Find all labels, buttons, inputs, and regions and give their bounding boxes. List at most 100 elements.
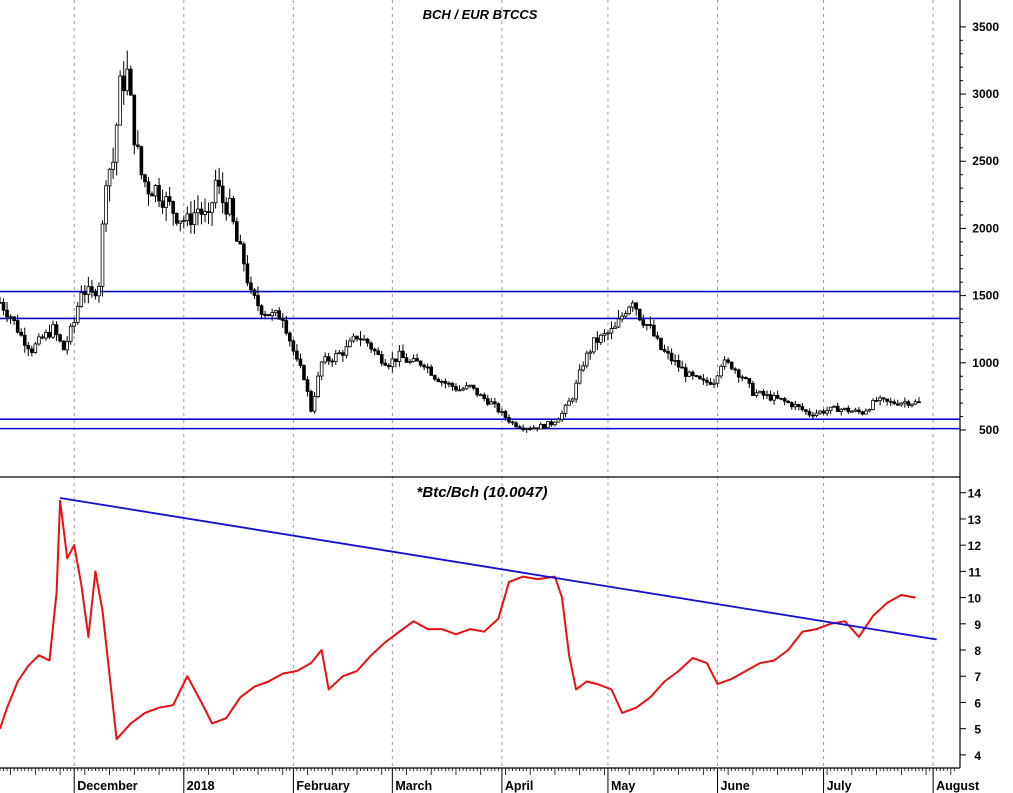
candle-body: [440, 381, 444, 383]
candle-body: [397, 350, 402, 362]
candle-body: [464, 385, 469, 390]
candle-body: [224, 202, 229, 215]
candle-body: [333, 353, 338, 362]
candle-body: [789, 402, 794, 408]
candle-body: [51, 324, 55, 338]
candle-body: [125, 68, 130, 92]
candle-body: [779, 397, 783, 400]
candle-body: [864, 410, 868, 415]
time-axis: December 2018 February March April May June Jul…: [0, 768, 980, 793]
ratio-panel: 4 5 6 7 8 9 10 11 12 13 14 *Btc/Bch (10.0047): [0, 484, 981, 763]
candle-body: [592, 337, 596, 353]
candle-body: [800, 406, 805, 411]
chart-frame: [0, 0, 961, 769]
candle-body: [793, 404, 798, 408]
candle-body: [517, 426, 522, 429]
candle-body: [160, 200, 165, 208]
candle-body: [832, 405, 836, 408]
candle-body: [581, 365, 586, 371]
candle-body: [475, 387, 479, 396]
ratio-axis-label: 7: [974, 670, 981, 684]
candle-body: [835, 405, 840, 412]
candle-body: [906, 401, 911, 406]
candle-body: [372, 348, 377, 352]
candle-body: [192, 212, 197, 226]
candle-body: [652, 324, 656, 337]
candle-body: [496, 403, 501, 413]
price-axis-label: 1500: [972, 289, 999, 303]
candle-body: [538, 424, 543, 430]
ratio-trendline: [59, 497, 937, 641]
candle-body: [478, 394, 483, 397]
candle-body: [181, 220, 186, 223]
candle-body: [503, 411, 508, 418]
candle-body: [881, 397, 886, 400]
candle-body: [641, 319, 646, 326]
candle-body: [15, 320, 20, 333]
candle-body: [768, 394, 773, 401]
candle-body: [425, 366, 430, 369]
candle-body: [715, 375, 720, 384]
candle-body: [457, 389, 462, 392]
candle-body: [524, 428, 529, 431]
candle-body: [242, 243, 246, 265]
candle-body: [556, 418, 561, 423]
candle-body: [627, 306, 631, 315]
price-axis-label: 2000: [972, 221, 999, 235]
candle-body: [468, 384, 472, 387]
candle-body: [256, 295, 260, 307]
candle-body: [235, 221, 239, 242]
candle-body: [75, 305, 80, 323]
candle-body: [58, 334, 62, 342]
ratio-axis-label: 14: [968, 487, 982, 501]
candle-body: [415, 358, 419, 362]
candle-body: [821, 410, 826, 414]
candle-body: [379, 354, 384, 364]
candle-body: [857, 409, 861, 413]
candle-body: [104, 185, 108, 225]
candle-body: [401, 350, 405, 359]
candle-body: [765, 394, 769, 396]
candle-body: [65, 340, 69, 351]
candle-body: [153, 185, 158, 197]
candle-body: [447, 382, 451, 385]
candle-body: [609, 328, 614, 334]
candle-body: [150, 193, 154, 197]
candle-body: [606, 332, 610, 335]
candle-body: [178, 220, 183, 224]
candle-body: [26, 344, 31, 350]
candle-body: [174, 212, 179, 224]
candle-body: [630, 302, 635, 308]
candle-body: [337, 352, 342, 355]
candle-body: [510, 421, 515, 424]
candle-body: [411, 358, 416, 362]
candle-body: [245, 263, 250, 284]
candle-body: [683, 367, 688, 377]
price-axis-label: 3000: [972, 87, 999, 101]
price-axis-label: 2500: [972, 154, 999, 168]
candle-body: [206, 211, 211, 213]
candle-body: [637, 308, 642, 321]
candle-body: [273, 310, 278, 314]
candle-body: [128, 68, 133, 96]
candle-body: [719, 365, 723, 377]
candle-body: [471, 384, 476, 389]
candle-body: [86, 286, 91, 295]
candle-body: [623, 313, 628, 317]
price-panel: 500 1000 1500 2000 2500 3000 3500 BCH / EUR BT…: [0, 7, 999, 437]
candle-body: [40, 336, 45, 339]
candle-body: [288, 332, 292, 342]
candle-body: [114, 124, 119, 163]
candle-body: [369, 342, 373, 350]
candle-body: [454, 386, 458, 391]
candle-body: [701, 378, 706, 381]
ratio-axis-label: 13: [968, 513, 982, 527]
month-label: June: [721, 779, 750, 793]
candle-body: [79, 292, 84, 307]
candle-body: [365, 338, 370, 344]
candle-body: [93, 291, 98, 297]
candle-body: [164, 196, 168, 208]
price-axis-label: 3500: [972, 20, 999, 34]
candle-body: [613, 326, 617, 329]
